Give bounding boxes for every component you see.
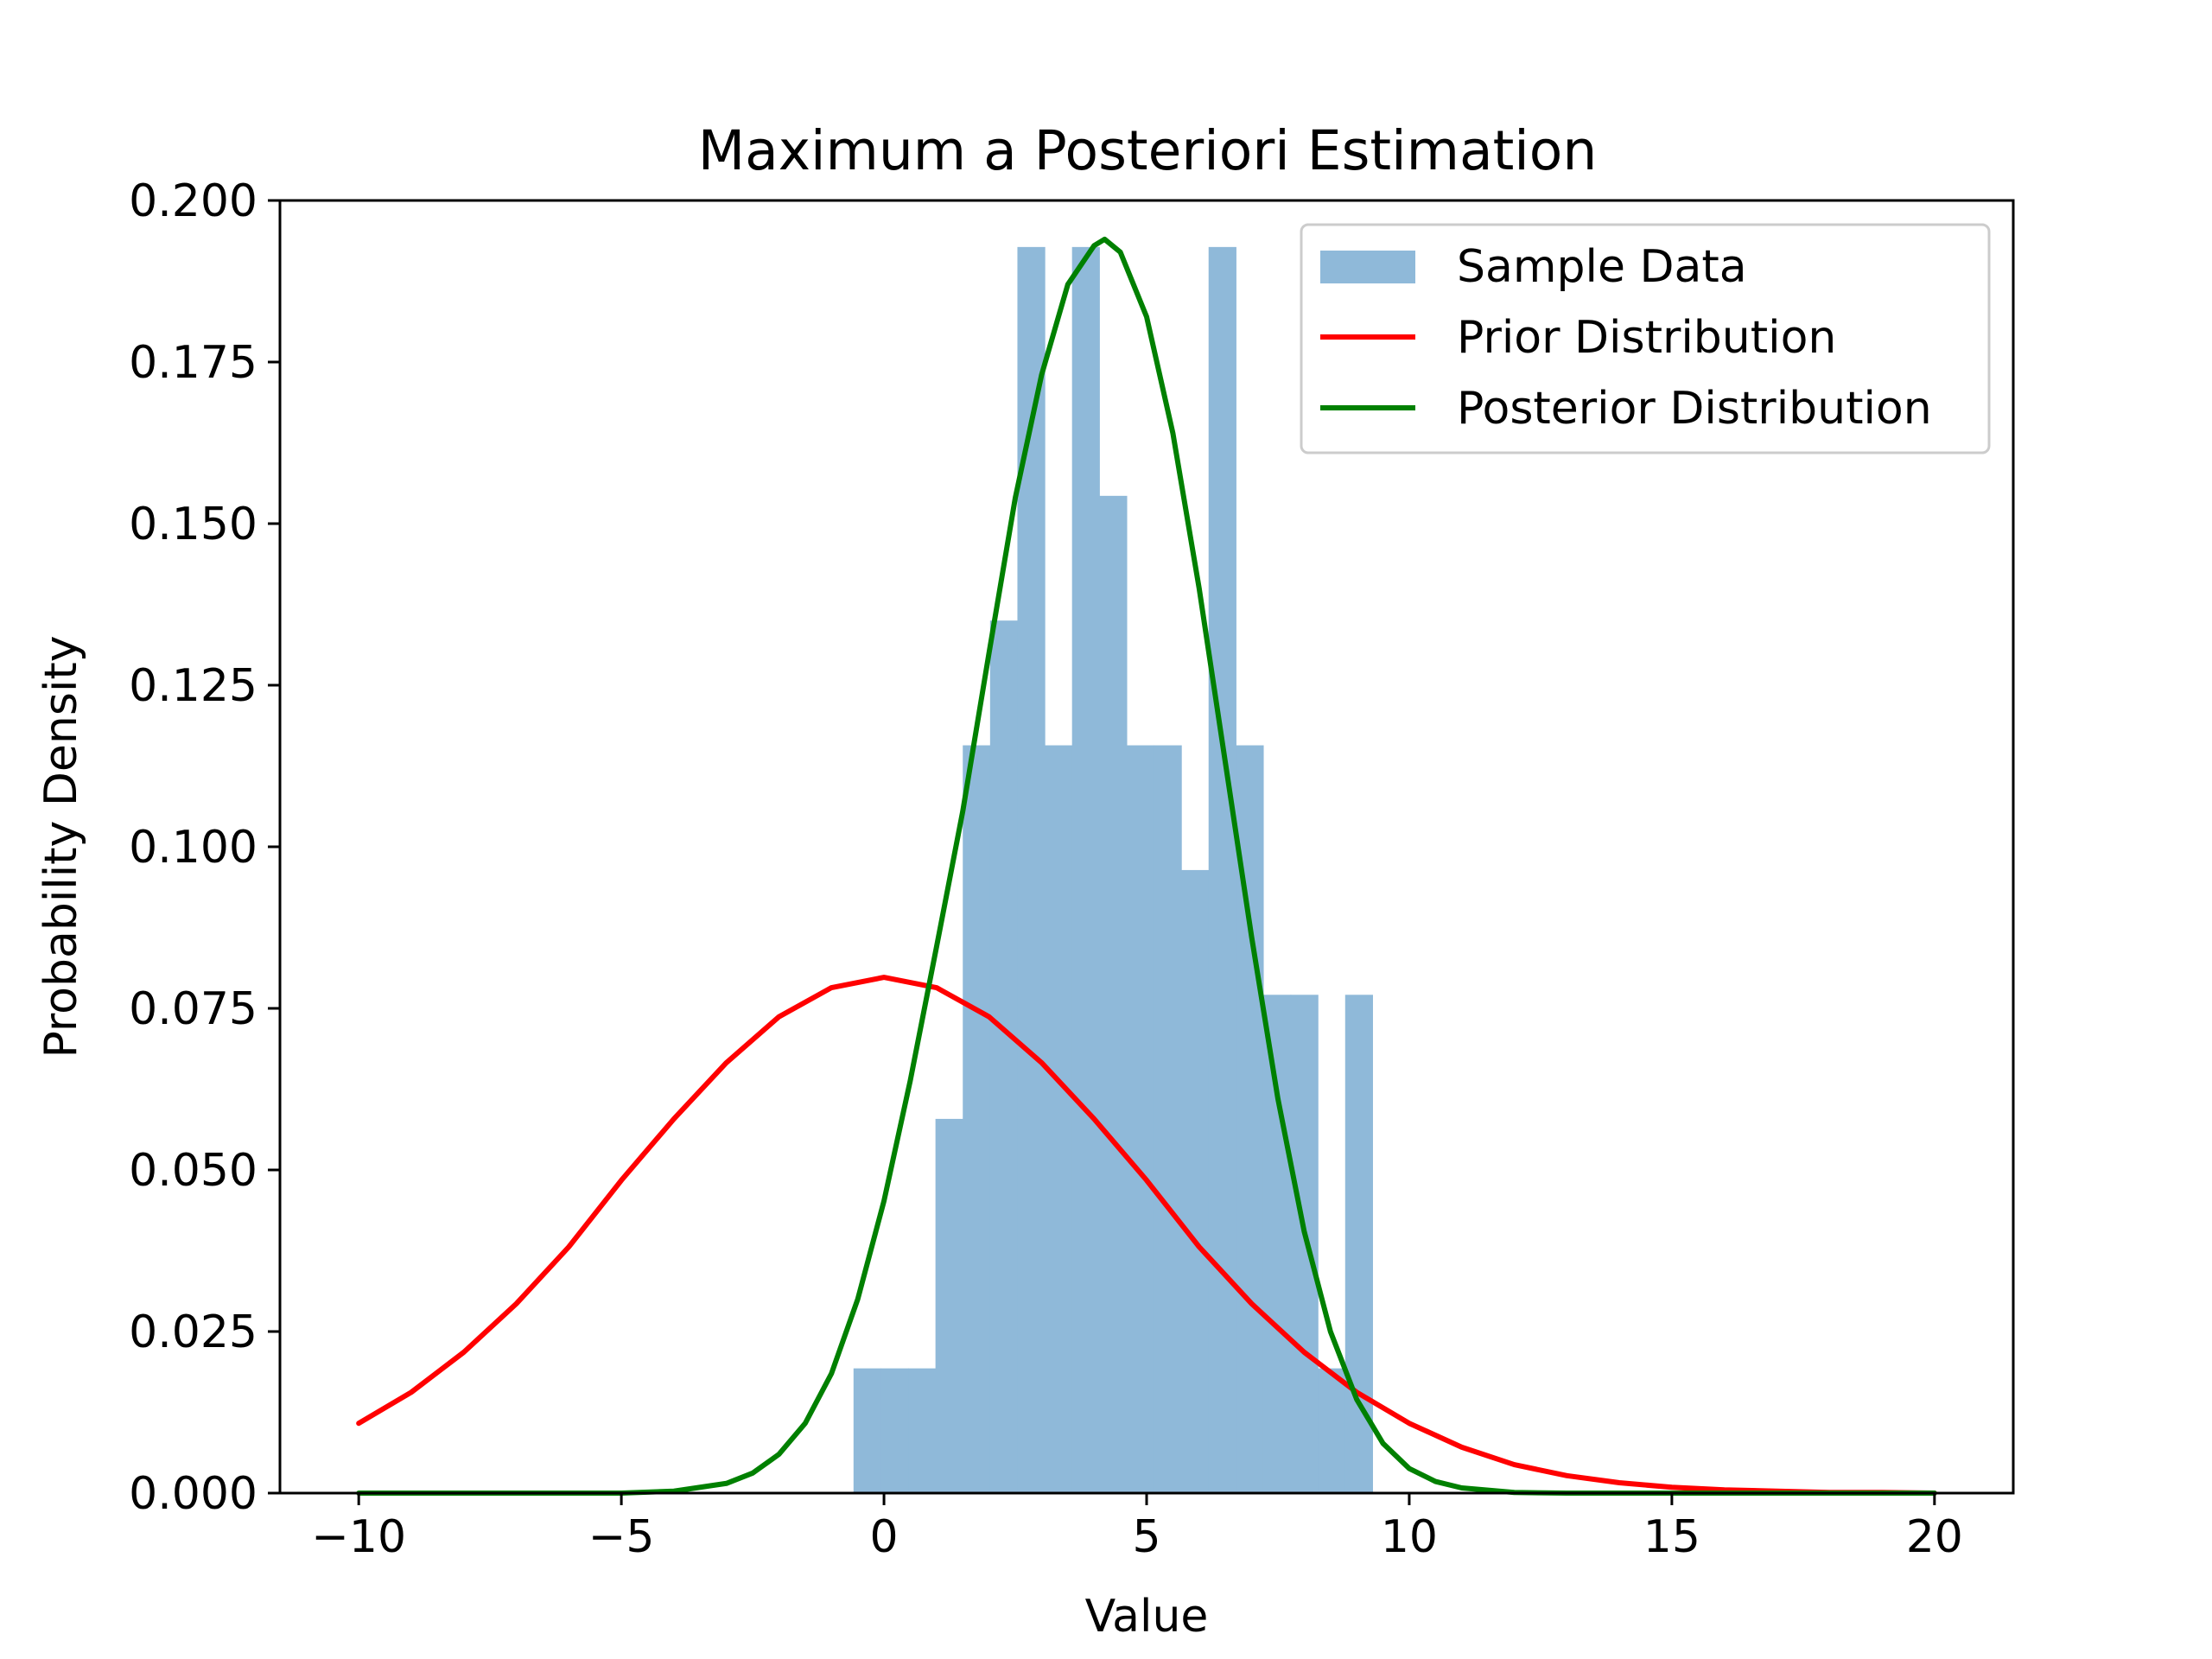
histogram-bar [880,1368,909,1493]
y-tick-label: 0.025 [129,1306,257,1358]
histogram-bar [935,1118,963,1493]
histogram-bar [908,1368,937,1493]
y-tick-label: 0.125 [129,660,257,712]
y-axis-label: Probability Density [35,635,87,1058]
histogram-bar [853,1368,882,1493]
x-tick-label: 20 [1906,1511,1963,1563]
y-tick-label: 0.100 [129,822,257,874]
posterior-distribution-line [356,236,1937,1496]
x-tick-label: 0 [870,1511,899,1563]
legend-label-posterior-distribution: Posterior Distribution [1457,383,1932,435]
legend-label-prior-distribution: Prior Distribution [1457,312,1836,364]
histogram-bar [1071,246,1100,1493]
y-axis-ticks: 0.000 0.025 0.050 0.075 0.100 0.125 0.150 0.175… [129,175,280,1520]
x-tick-label: 5 [1132,1511,1160,1563]
x-axis-label: Value [1085,1591,1209,1643]
histogram-bar [963,745,991,1493]
x-tick-label: 15 [1643,1511,1700,1563]
histogram-bar [1318,1368,1346,1493]
prior-distribution-line [356,975,1937,1496]
legend: Sample Data Prior Distribution Posterior… [1300,223,1991,454]
histogram-bar [1290,995,1319,1493]
y-tick-label: 0.050 [129,1145,257,1197]
histogram-bar [1154,745,1182,1493]
histogram-bar [1099,495,1128,1493]
histogram-bar [1126,745,1155,1493]
x-axis-ticks: −10 −5 0 5 10 15 20 [311,1493,1963,1563]
y-tick-label: 0.075 [129,983,257,1035]
histogram-bar [1262,995,1292,1493]
histogram-bar [1344,995,1373,1493]
histogram-bar [1045,745,1073,1493]
legend-box [1300,223,1991,454]
histogram-bar [1181,869,1210,1493]
y-tick-label: 0.175 [129,337,257,389]
y-tick-label: 0.150 [129,499,257,550]
y-tick-label: 0.200 [129,175,257,227]
x-tick-label: −5 [588,1511,655,1563]
histogram-bar [1208,246,1236,1493]
x-tick-label: 10 [1381,1511,1438,1563]
distribution-lines [356,236,1937,1496]
legend-label-sample-data: Sample Data [1457,241,1747,293]
chart-title: Maximum a Posteriori Estimation [698,119,1598,182]
legend-swatch-sample-data [1320,251,1415,283]
y-tick-label: 0.000 [129,1468,257,1520]
histogram-bar [989,620,1019,1493]
x-tick-label: −10 [311,1511,406,1563]
